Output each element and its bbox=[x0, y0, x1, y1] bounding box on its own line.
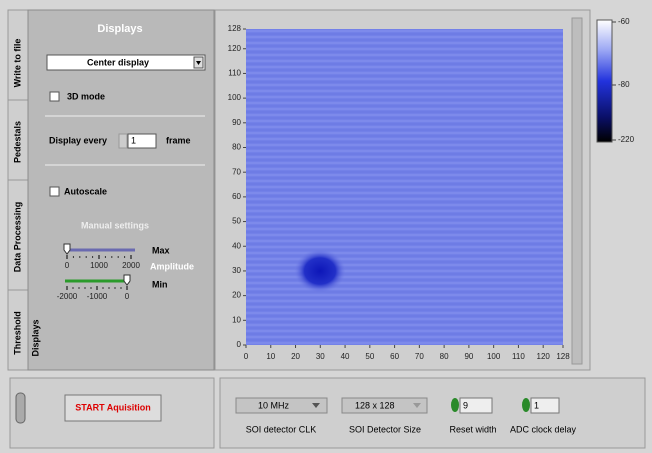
panel-title: Displays bbox=[97, 23, 142, 35]
label: Manual settings bbox=[81, 220, 149, 230]
x-tick-label: 30 bbox=[316, 352, 325, 361]
y-tick-label: 120 bbox=[228, 44, 242, 53]
toggle-switch[interactable] bbox=[16, 393, 25, 423]
x-tick-label: 60 bbox=[390, 352, 399, 361]
y-tick-label: 40 bbox=[232, 241, 241, 250]
y-tick-label: 80 bbox=[232, 143, 241, 152]
slider-tick-label: 0 bbox=[125, 292, 130, 301]
y-tick-label: 110 bbox=[228, 69, 241, 78]
x-tick-label: 0 bbox=[244, 352, 249, 361]
label: Reset width bbox=[449, 424, 496, 434]
slider-tick-label: -1000 bbox=[87, 292, 108, 301]
scrollbar[interactable] bbox=[572, 18, 582, 364]
checkbox[interactable] bbox=[50, 187, 59, 196]
y-tick-label: 60 bbox=[232, 192, 241, 201]
checkbox-label: Autoscale bbox=[64, 186, 107, 196]
y-tick-label: 20 bbox=[232, 291, 241, 300]
y-tick-label: 10 bbox=[232, 315, 241, 324]
label: frame bbox=[166, 135, 191, 145]
y-tick-label: 50 bbox=[232, 217, 241, 226]
x-tick-label: 100 bbox=[487, 352, 501, 361]
x-tick-label: 20 bbox=[291, 352, 300, 361]
label: SOI Detector Size bbox=[349, 424, 421, 434]
numeric-value: 1 bbox=[131, 135, 136, 145]
x-tick-label: 50 bbox=[365, 352, 374, 361]
heatmap-image bbox=[246, 29, 563, 345]
tab[interactable]: Write to file bbox=[12, 39, 22, 88]
colorbar bbox=[597, 20, 612, 142]
checkbox-label: 3D mode bbox=[67, 91, 105, 101]
x-tick-label: 110 bbox=[512, 352, 525, 361]
tab[interactable]: Data Processing bbox=[12, 202, 22, 273]
tab[interactable]: Pedestals bbox=[12, 121, 22, 163]
tab[interactable]: Threshold bbox=[12, 311, 22, 355]
dropdown-value: 128 x 128 bbox=[355, 400, 395, 410]
app-window: Write to file Pedestals Data Processing … bbox=[0, 0, 652, 453]
x-tick-label: 80 bbox=[440, 352, 449, 361]
checkbox[interactable] bbox=[50, 92, 59, 101]
y-tick-label: 128 bbox=[228, 24, 242, 33]
label: Min bbox=[152, 279, 168, 289]
x-tick-label: 70 bbox=[415, 352, 424, 361]
label: Max bbox=[152, 245, 170, 255]
label: Display every bbox=[49, 135, 107, 145]
button-label: START Aquisition bbox=[75, 402, 151, 412]
dropdown-value: 10 MHz bbox=[258, 400, 290, 410]
x-tick-label: 90 bbox=[464, 352, 473, 361]
spin-button[interactable] bbox=[522, 398, 530, 412]
slider-tick-label: 2000 bbox=[122, 261, 140, 270]
x-tick-label: 40 bbox=[341, 352, 350, 361]
slider-tick-label: -2000 bbox=[57, 292, 78, 301]
y-tick-label: 70 bbox=[232, 167, 241, 176]
label: ADC clock delay bbox=[510, 424, 577, 434]
slider-tick-label: 0 bbox=[65, 261, 70, 270]
numeric-value: 9 bbox=[463, 400, 468, 410]
spin-button[interactable] bbox=[451, 398, 459, 412]
spin-button[interactable] bbox=[119, 134, 127, 148]
slider-tick-label: 1000 bbox=[90, 261, 108, 270]
x-tick-label: 120 bbox=[537, 352, 551, 361]
numeric-value: 1 bbox=[534, 400, 539, 410]
y-tick-label: 0 bbox=[237, 340, 242, 349]
colorbar-tick-label: -220 bbox=[618, 135, 635, 144]
y-tick-label: 90 bbox=[232, 118, 241, 127]
dropdown-value: Center display bbox=[87, 57, 149, 67]
colorbar-tick-label: -80 bbox=[618, 80, 630, 89]
tab-selected[interactable]: Displays bbox=[30, 319, 40, 356]
y-tick-label: 30 bbox=[232, 266, 241, 275]
label: Amplitude bbox=[150, 261, 194, 271]
page: Write to file Pedestals Data Processing … bbox=[0, 0, 652, 453]
label: SOI detector CLK bbox=[246, 424, 317, 434]
x-tick-label: 10 bbox=[266, 352, 275, 361]
x-tick-label: 128 bbox=[556, 352, 570, 361]
colorbar-tick-label: -60 bbox=[618, 17, 630, 26]
y-tick-label: 100 bbox=[228, 93, 242, 102]
heatmap-blob bbox=[294, 249, 346, 293]
